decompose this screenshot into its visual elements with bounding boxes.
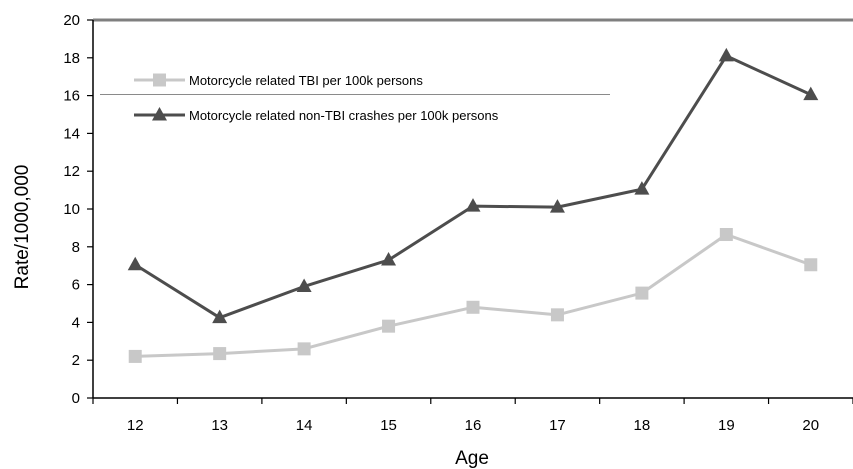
- x-tick-label: 13: [211, 417, 228, 434]
- x-tick-label: 12: [127, 417, 144, 434]
- y-tick-label: 16: [63, 88, 80, 105]
- y-tick-label: 12: [63, 163, 80, 180]
- data-point-series-2: [296, 278, 312, 292]
- data-point-series-2: [549, 199, 565, 213]
- y-axis: 0 2 4 6 8 10 12 14 16 18 20: [63, 12, 853, 407]
- y-tick-label: 2: [72, 352, 80, 369]
- x-axis-title: Age: [455, 448, 489, 469]
- data-point-series-1: [804, 258, 818, 272]
- data-point-series-1: [466, 300, 480, 314]
- y-tick-label: 18: [63, 50, 80, 67]
- data-point-series-1: [297, 342, 311, 356]
- data-point-series-2: [127, 256, 143, 271]
- data-point-series-1: [128, 349, 142, 363]
- x-axis: 12 13 14 15 16 17 18 19 20: [92, 397, 853, 434]
- y-tick-label: 10: [63, 201, 80, 218]
- y-tick-label: 20: [63, 12, 80, 29]
- series-layer: [127, 47, 819, 363]
- x-tick-label: 16: [465, 417, 482, 434]
- y-tick-label: 4: [72, 314, 80, 331]
- series-line-2: [134, 54, 812, 320]
- legend-label-2: Motorcycle related non-TBI crashes per 1…: [189, 108, 499, 123]
- data-point-series-2: [212, 309, 228, 324]
- legend-label-1: Motorcycle related TBI per 100k persons: [189, 73, 423, 88]
- data-point-series-2: [465, 198, 481, 212]
- y-tick-label: 0: [72, 390, 80, 407]
- x-tick-label: 17: [549, 417, 566, 434]
- y-tick-label: 6: [72, 277, 80, 294]
- legend: Motorcycle related TBI per 100k persons M…: [100, 73, 610, 123]
- x-tick-label: 19: [718, 417, 735, 434]
- data-point-series-2: [718, 47, 734, 62]
- y-tick-label: 14: [63, 125, 80, 142]
- x-tick-label: 18: [634, 417, 651, 434]
- data-point-series-1: [719, 228, 733, 242]
- data-point-series-2: [634, 181, 650, 195]
- legend-marker-1: [153, 73, 166, 87]
- x-tick-label: 14: [296, 417, 313, 434]
- data-point-series-1: [213, 347, 227, 361]
- data-point-series-2: [803, 86, 819, 101]
- series-line-1: [135, 233, 812, 358]
- y-tick-label: 8: [72, 239, 80, 256]
- x-tick-label: 20: [802, 417, 819, 434]
- data-point-series-1: [635, 286, 649, 300]
- y-axis-title: Rate/1000,000: [12, 165, 33, 290]
- data-point-series-2: [381, 252, 397, 266]
- x-tick-label: 15: [380, 417, 397, 434]
- legend-marker-2: [152, 107, 167, 121]
- data-point-series-1: [382, 319, 396, 333]
- data-point-series-1: [550, 308, 564, 322]
